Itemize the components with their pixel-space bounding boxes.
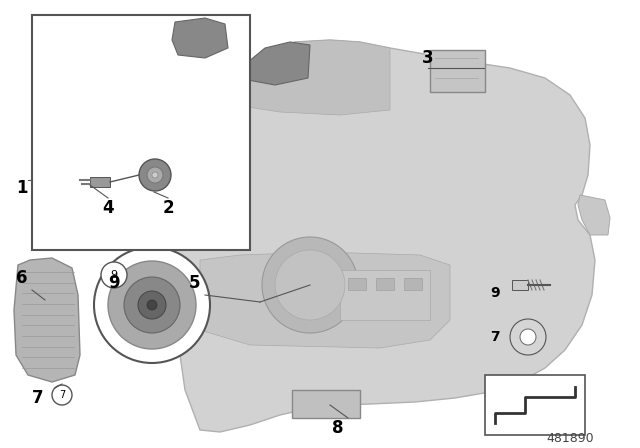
- Polygon shape: [200, 252, 450, 348]
- Bar: [292, 390, 360, 418]
- Bar: [404, 278, 422, 290]
- Text: 9: 9: [490, 286, 500, 300]
- Polygon shape: [175, 40, 595, 432]
- Bar: [376, 278, 394, 290]
- Text: 6: 6: [16, 269, 28, 287]
- Text: 9: 9: [108, 274, 120, 292]
- Bar: [32, 15, 250, 250]
- Text: 7: 7: [59, 390, 65, 400]
- Text: 5: 5: [189, 274, 201, 292]
- Text: 3: 3: [422, 49, 434, 67]
- Circle shape: [152, 172, 158, 178]
- Circle shape: [520, 329, 536, 345]
- Circle shape: [147, 167, 163, 183]
- Bar: [340, 270, 430, 320]
- Bar: [90, 177, 110, 187]
- Circle shape: [124, 277, 180, 333]
- Polygon shape: [235, 40, 390, 115]
- Circle shape: [94, 247, 210, 363]
- Text: 1: 1: [16, 179, 28, 197]
- Circle shape: [510, 319, 546, 355]
- Circle shape: [275, 250, 345, 320]
- Text: 481890: 481890: [546, 431, 594, 444]
- Polygon shape: [172, 18, 228, 58]
- Bar: [430, 50, 485, 92]
- Bar: [512, 280, 528, 290]
- Polygon shape: [248, 42, 310, 85]
- Bar: [485, 375, 585, 435]
- Text: 9: 9: [111, 270, 118, 280]
- Circle shape: [138, 291, 166, 319]
- Text: 2: 2: [162, 199, 174, 217]
- Circle shape: [101, 262, 127, 288]
- Bar: [348, 278, 366, 290]
- Text: 7: 7: [490, 330, 500, 344]
- Circle shape: [139, 159, 171, 191]
- Circle shape: [108, 261, 196, 349]
- Text: 7: 7: [32, 389, 44, 407]
- Text: 4: 4: [102, 199, 114, 217]
- Polygon shape: [14, 258, 80, 382]
- Polygon shape: [578, 195, 610, 235]
- Circle shape: [262, 237, 358, 333]
- Circle shape: [52, 385, 72, 405]
- Text: 8: 8: [332, 419, 344, 437]
- Circle shape: [147, 300, 157, 310]
